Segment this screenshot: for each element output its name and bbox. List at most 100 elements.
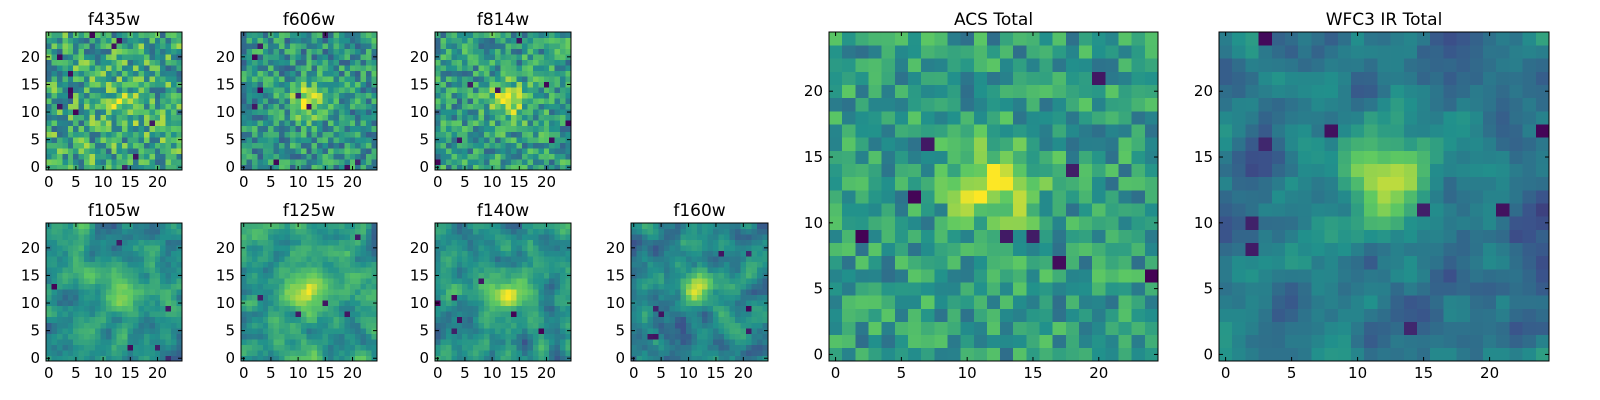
heatmap-cell bbox=[516, 120, 523, 127]
heatmap-cell bbox=[89, 131, 96, 138]
heatmap-cell bbox=[724, 239, 731, 246]
heatmap-cell bbox=[257, 48, 264, 55]
heatmap-cell bbox=[355, 48, 362, 55]
heatmap-cell bbox=[718, 283, 725, 290]
heatmap-cell bbox=[451, 103, 458, 110]
heatmap-cell bbox=[67, 81, 74, 88]
heatmap-cell bbox=[647, 272, 654, 279]
heatmap-cell bbox=[84, 43, 90, 49]
heatmap-cell bbox=[138, 98, 145, 105]
heatmap-cell bbox=[62, 131, 69, 138]
heatmap-cell bbox=[127, 344, 134, 351]
heatmap-cell bbox=[154, 239, 161, 246]
heatmap-cell bbox=[762, 223, 769, 229]
heatmap-cell bbox=[636, 256, 643, 263]
heatmap-cell bbox=[241, 239, 247, 246]
x-tick-label: 0 bbox=[433, 364, 443, 382]
heatmap-cell bbox=[89, 289, 96, 296]
heatmap-cell bbox=[527, 76, 534, 83]
heatmap-cell bbox=[462, 70, 469, 77]
heatmap-cell bbox=[257, 305, 264, 312]
heatmap-cell bbox=[89, 300, 96, 307]
heatmap-cell bbox=[505, 131, 512, 138]
heatmap-cell bbox=[289, 355, 296, 362]
heatmap-cell bbox=[641, 278, 648, 285]
heatmap-cell bbox=[707, 283, 714, 290]
heatmap-cell bbox=[724, 355, 731, 362]
heatmap-cell bbox=[494, 228, 501, 235]
heatmap-cell bbox=[56, 256, 63, 263]
heatmap-cell bbox=[986, 176, 1001, 191]
heatmap-cell bbox=[511, 234, 517, 240]
heatmap-cell bbox=[532, 120, 539, 127]
heatmap-cell bbox=[478, 316, 485, 323]
heatmap-cell bbox=[116, 76, 123, 83]
heatmap-cell bbox=[473, 333, 479, 340]
heatmap-cell bbox=[133, 120, 139, 127]
heatmap-cell bbox=[440, 103, 447, 110]
heatmap-cell bbox=[78, 300, 85, 307]
heatmap-cell bbox=[522, 109, 528, 116]
heatmap-cell bbox=[149, 65, 156, 72]
heatmap-cell bbox=[111, 158, 118, 165]
heatmap-cell bbox=[67, 349, 74, 356]
heatmap-cell bbox=[511, 131, 517, 138]
heatmap-cell bbox=[273, 239, 280, 246]
heatmap-cell bbox=[317, 228, 323, 235]
heatmap-cell bbox=[445, 322, 452, 329]
heatmap-cell bbox=[483, 289, 490, 296]
heatmap-cell bbox=[511, 305, 517, 312]
heatmap-cell bbox=[729, 300, 736, 307]
heatmap-cell bbox=[532, 147, 539, 154]
heatmap-cell bbox=[445, 114, 452, 121]
heatmap-cell bbox=[171, 278, 177, 285]
heatmap-cell bbox=[1052, 347, 1067, 362]
heatmap-cell bbox=[154, 294, 161, 301]
heatmap-cell bbox=[489, 333, 496, 340]
heatmap-cell bbox=[279, 349, 285, 356]
heatmap-cell bbox=[1144, 203, 1159, 217]
heatmap-cell bbox=[344, 245, 351, 251]
heatmap-cell bbox=[751, 316, 758, 323]
heatmap-cell bbox=[133, 142, 139, 149]
heatmap-cell bbox=[1092, 216, 1106, 230]
heatmap-cell bbox=[740, 294, 747, 301]
heatmap-cell bbox=[73, 87, 80, 94]
heatmap-cell bbox=[371, 125, 378, 132]
heatmap-cell bbox=[257, 153, 264, 160]
heatmap-cell bbox=[973, 321, 988, 336]
heatmap-cell bbox=[284, 114, 291, 121]
heatmap-cell bbox=[565, 234, 572, 240]
heatmap-cell bbox=[257, 338, 264, 345]
heatmap-cell bbox=[311, 109, 318, 116]
heatmap-cell bbox=[549, 147, 556, 154]
heatmap-cell bbox=[127, 283, 134, 290]
heatmap-cell bbox=[127, 245, 134, 251]
heatmap-cell bbox=[279, 120, 285, 127]
heatmap-cell bbox=[445, 92, 452, 99]
heatmap-cell bbox=[658, 305, 665, 312]
heatmap-cell bbox=[333, 131, 340, 138]
heatmap-cell bbox=[289, 98, 296, 105]
heatmap-cell bbox=[641, 349, 648, 356]
heatmap-cell bbox=[84, 322, 90, 329]
heatmap-cell bbox=[680, 234, 687, 240]
heatmap-cell bbox=[729, 289, 736, 296]
heatmap-cell bbox=[451, 355, 458, 362]
heatmap-cell bbox=[317, 278, 323, 285]
heatmap-cell bbox=[311, 65, 318, 72]
heatmap-cell bbox=[855, 189, 869, 204]
heatmap-cell bbox=[746, 239, 752, 246]
heatmap-cell bbox=[78, 32, 85, 38]
heatmap-cell bbox=[176, 37, 183, 44]
heatmap-cell bbox=[440, 136, 447, 143]
heatmap-cell bbox=[160, 283, 167, 290]
heatmap-cell bbox=[160, 125, 167, 132]
heatmap-cell bbox=[868, 295, 883, 309]
heatmap-cell bbox=[311, 153, 318, 160]
heatmap-cell bbox=[489, 349, 496, 356]
heatmap-cell bbox=[456, 289, 463, 296]
heatmap-cell bbox=[1052, 203, 1067, 217]
heatmap-cell bbox=[511, 32, 517, 38]
heatmap-cell bbox=[143, 164, 150, 171]
